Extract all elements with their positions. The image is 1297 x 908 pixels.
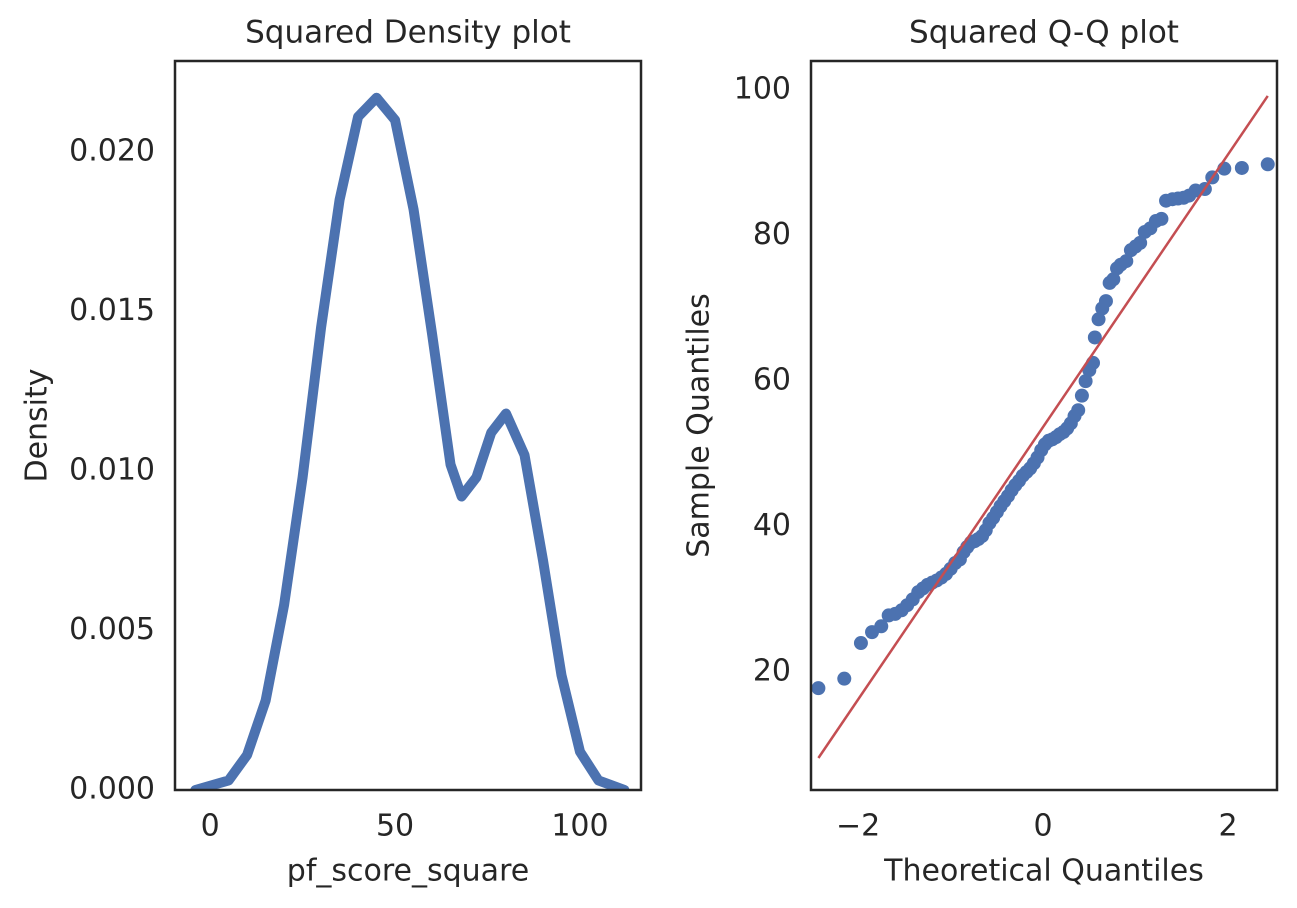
y-tick-label: 20: [753, 654, 791, 689]
axes-frame: [173, 59, 643, 792]
qq-point: [1091, 312, 1106, 327]
y-tick-label: 0.005: [69, 612, 155, 647]
y-tick-label: 0.020: [69, 133, 155, 168]
x-tick-label: 0: [201, 809, 220, 844]
x-tick-label: 0: [1034, 809, 1053, 844]
y-tick-label: 80: [753, 217, 791, 252]
reference-line: [817, 95, 1269, 759]
qq-point: [1078, 374, 1093, 389]
qq-point: [874, 619, 889, 634]
qq-point: [1087, 330, 1102, 345]
density-line: [190, 92, 630, 790]
qq-point: [853, 636, 868, 651]
y-axis-label: Density: [20, 368, 55, 482]
x-axis-label: pf_score_square: [287, 854, 529, 889]
y-tick-label: 60: [753, 363, 791, 398]
chart-title: Squared Density plot: [245, 15, 571, 51]
y-tick-label: 0.015: [69, 293, 155, 328]
qq-point: [837, 671, 852, 686]
qq-point: [1074, 388, 1089, 403]
y-tick-label: 100: [734, 72, 791, 107]
x-tick-label: 100: [551, 809, 608, 844]
chart-title: Squared Q-Q plot: [909, 15, 1179, 51]
qq-point: [1154, 211, 1169, 226]
qq-point: [1098, 294, 1113, 309]
qq-point: [1106, 272, 1121, 287]
qq-point: [1086, 355, 1101, 370]
qq-point: [811, 681, 826, 696]
x-tick-label: 2: [1218, 809, 1237, 844]
y-axis-label: Sample Quantiles: [682, 293, 717, 558]
y-tick-label: 40: [753, 508, 791, 543]
qq-point: [1260, 157, 1275, 172]
qq-point: [1133, 235, 1148, 250]
y-tick-label: 0.000: [69, 772, 155, 807]
x-axis-label: Theoretical Quantiles: [883, 854, 1204, 889]
axes-frame: [809, 59, 1279, 792]
x-tick-label: 50: [376, 809, 414, 844]
y-tick-label: 0.010: [69, 452, 155, 487]
qq-point: [1234, 160, 1249, 175]
qq-point: [1119, 254, 1134, 269]
qq-point: [1071, 403, 1086, 418]
x-tick-label: −2: [836, 809, 880, 844]
